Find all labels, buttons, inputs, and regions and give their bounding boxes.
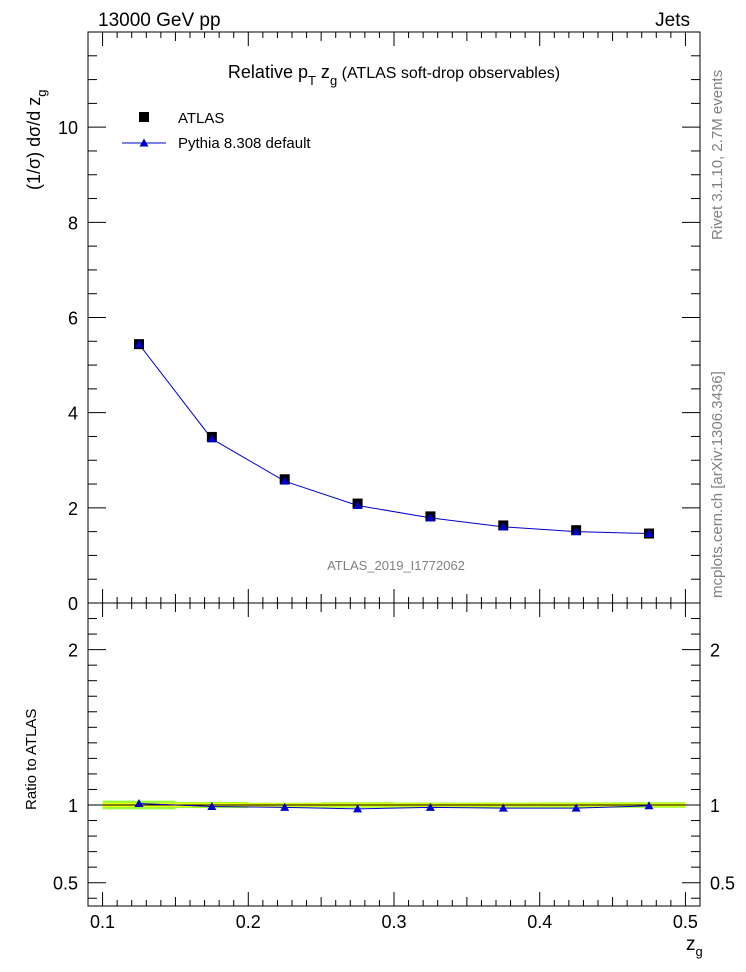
- ratio-mc-point: [134, 798, 144, 807]
- ratio-mc-point: [644, 801, 654, 810]
- mc-point: [498, 522, 508, 531]
- ratio-y-tick-label: 1: [68, 796, 78, 816]
- main-ylabel-sub: g: [34, 90, 49, 97]
- rivet-label: Rivet 3.1.10, 2.7M events: [709, 70, 726, 240]
- x-tick-label: 0.4: [527, 912, 552, 932]
- main-y-tick-label: 6: [68, 309, 78, 329]
- x-axis-label-sub: g: [696, 944, 703, 959]
- main-y-tick-label: 4: [68, 404, 78, 424]
- title-tail: (ATLAS soft-drop observables): [337, 65, 560, 82]
- mc-line: [138, 343, 650, 535]
- ratio-mc-point: [207, 802, 217, 811]
- main-panel: [134, 339, 654, 539]
- title-main: Relative p: [228, 62, 308, 82]
- ratio-y-tick-label-right: 0.5: [710, 874, 735, 894]
- plot-title: Relative pT zg (ATLAS soft-drop observab…: [228, 62, 560, 88]
- ratio-y-tick-label: 2: [68, 641, 78, 661]
- title-sub-g: g: [330, 73, 337, 88]
- axis-frames: 0.1 0.2 0.3 0.4 0.5 0 2 4 6 8 10 0.5 0.5 1 1 2 2: [53, 31, 735, 932]
- mc-point: [644, 529, 654, 538]
- x-tick-label: 0.1: [90, 912, 115, 932]
- title-sub-t: T: [308, 73, 316, 88]
- ratio-mc-point: [425, 802, 435, 811]
- main-y-tick-label: 2: [68, 499, 78, 519]
- main-y-tick-label: 0: [68, 594, 78, 614]
- mc-point: [134, 339, 144, 348]
- ratio-mc-point: [353, 804, 363, 813]
- x-tick-label: 0.3: [381, 912, 406, 932]
- mc-point: [425, 513, 435, 522]
- ratio-mc-point: [498, 803, 508, 812]
- x-axis-label-main: z: [686, 934, 696, 955]
- legend-data-label: ATLAS: [178, 110, 224, 127]
- mcplots-label: mcplots.cern.ch [arXiv:1306.3436]: [709, 371, 726, 598]
- legend-mc-label: Pythia 8.308 default: [178, 135, 311, 152]
- ratio-mc-point: [280, 802, 290, 811]
- legend-data-marker: [139, 112, 149, 122]
- x-tick-label: 0.2: [236, 912, 261, 932]
- mc-point: [353, 500, 363, 509]
- mc-point: [571, 527, 581, 536]
- ratio-mc-point: [571, 803, 581, 812]
- header-right: Jets: [655, 10, 690, 31]
- main-ylabel-prefix: (1/σ) dσ/d z: [24, 97, 44, 190]
- legend-mc-marker: [139, 138, 149, 147]
- ratio-y-tick-label-right: 2: [710, 641, 720, 661]
- analysis-watermark: ATLAS_2019_I1772062: [327, 558, 465, 573]
- main-y-tick-label: 10: [58, 118, 78, 138]
- ratio-mc-line: [138, 802, 650, 810]
- x-tick-label: 0.5: [673, 912, 698, 932]
- ratio-ylabel: Ratio to ATLAS: [23, 709, 40, 810]
- mc-point: [280, 476, 290, 485]
- main-ylabel: (1/σ) dσ/d zg: [24, 90, 49, 190]
- ratio-frame: [87, 602, 701, 907]
- main-y-tick-label: 8: [68, 213, 78, 233]
- x-axis-label: zg: [686, 934, 703, 959]
- mc-point: [207, 434, 217, 443]
- ratio-y-tick-label: 0.5: [53, 874, 78, 894]
- title-mid: z: [316, 62, 330, 82]
- header-left: 13000 GeV pp: [98, 10, 221, 31]
- ratio-panel: [134, 798, 654, 813]
- legend: ATLAS Pythia 8.308 default: [122, 110, 311, 152]
- ratio-y-tick-label-right: 1: [710, 796, 720, 816]
